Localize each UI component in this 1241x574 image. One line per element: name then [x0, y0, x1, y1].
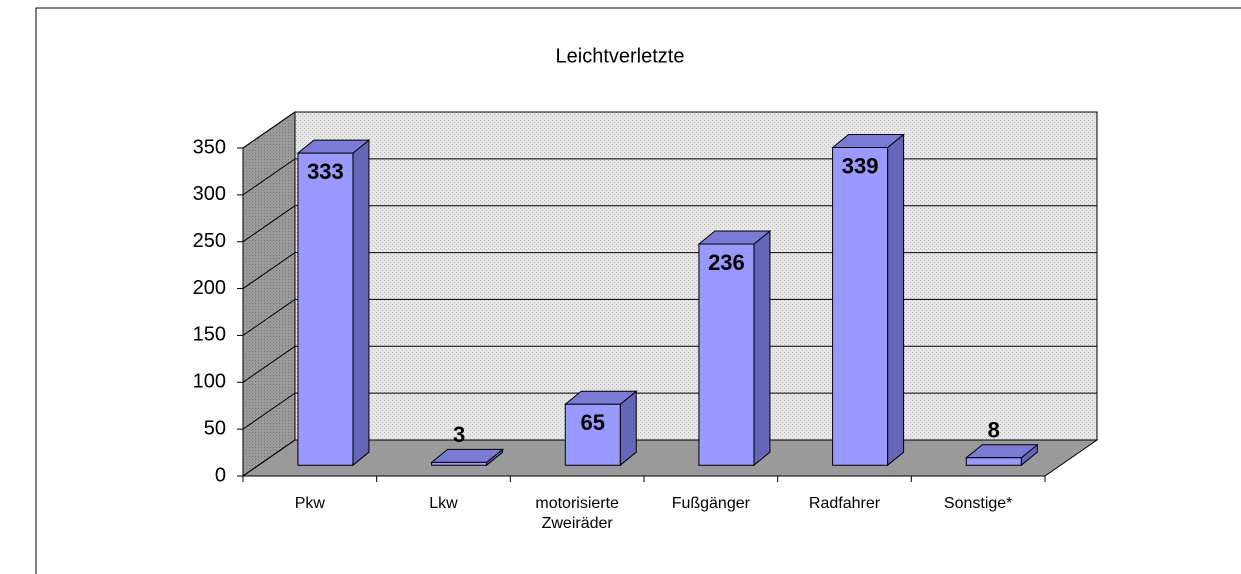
- bar-front: [965, 457, 1022, 466]
- bar: [697, 229, 772, 467]
- bar-front: [431, 461, 488, 466]
- value-label: 339: [842, 153, 879, 178]
- back-wall: [294, 111, 1098, 441]
- y-tick-label: 100: [193, 371, 226, 393]
- grid-line: [242, 439, 296, 477]
- bar: [563, 390, 638, 467]
- x-tick-label: Fußgänger: [672, 495, 751, 512]
- bar-front: [698, 243, 755, 466]
- bar-front: [297, 152, 354, 466]
- y-tick-label: 200: [193, 277, 226, 299]
- grid-line: [242, 205, 296, 243]
- y-tick-label: 350: [193, 136, 226, 158]
- bar-front: [832, 147, 889, 466]
- bar: [964, 443, 1039, 467]
- x-tick-label: Radfahrer: [809, 495, 881, 512]
- grid-line: [242, 252, 296, 289]
- y-tick-label: 250: [193, 230, 226, 252]
- x-tick-label: Sonstige*: [944, 495, 1013, 512]
- y-tick-label: 50: [204, 417, 226, 439]
- bar-front: [564, 403, 621, 466]
- x-tick-label: motorisierte Zweiräder: [535, 495, 619, 532]
- grid-line: [242, 345, 296, 383]
- x-tick-label: Pkw: [295, 495, 326, 512]
- grid-line: [242, 299, 296, 336]
- grid-line: [242, 111, 296, 149]
- bar: [831, 133, 906, 467]
- grid-line: [242, 392, 296, 430]
- grid-line: [242, 158, 296, 196]
- y-tick-label: 0: [215, 464, 226, 486]
- value-label: 65: [581, 410, 605, 435]
- bar: [430, 448, 505, 467]
- value-label: 8: [988, 418, 1000, 443]
- bar-side: [352, 139, 370, 467]
- side-wall: [242, 111, 296, 477]
- chart-title: Leichtverletzte: [556, 45, 685, 67]
- bar: [296, 139, 371, 467]
- y-tick-label: 300: [193, 183, 226, 205]
- bar-side: [753, 229, 771, 467]
- value-label: 236: [708, 250, 745, 275]
- value-label: 333: [307, 159, 344, 184]
- x-tick-label: Lkw: [429, 495, 458, 512]
- frame: [35, 7, 1241, 574]
- value-label: 3: [453, 422, 465, 447]
- y-tick-label: 150: [193, 324, 226, 346]
- bar-side: [887, 133, 905, 467]
